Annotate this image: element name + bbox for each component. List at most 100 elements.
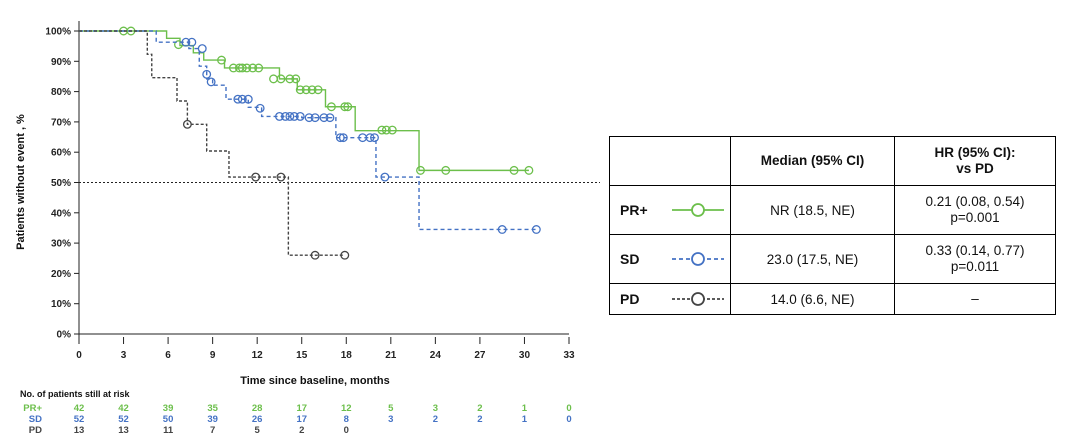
risk-count: 3	[388, 414, 393, 425]
censor-mark	[381, 125, 391, 135]
legend-header-row: Median (95% CI) HR (95% CI): vs PD	[609, 136, 1056, 186]
censor-mark	[370, 133, 379, 143]
censor-mark	[280, 111, 290, 121]
legend-header-hr: HR (95% CI): vs PD	[894, 136, 1056, 186]
censor-mark	[340, 250, 350, 260]
hr-value: 0.21 (0.08, 0.54)	[925, 194, 1025, 209]
censor-mark	[338, 133, 348, 143]
censor-mark	[233, 94, 243, 104]
censor-mark	[269, 74, 278, 84]
y-axis-title: Patients without event , %	[15, 114, 27, 250]
legend-group-label: PD	[620, 291, 640, 307]
y-tick-label: 50%	[51, 178, 71, 189]
censor-mark	[301, 85, 311, 95]
censor-mark	[313, 85, 323, 95]
km-chart: 0%10%20%30%40%50%60%70%80%90%100%0 3 6 9 12 1…	[15, 21, 600, 436]
legend-header-blank	[609, 136, 731, 186]
risk-row-label: PD	[29, 425, 42, 436]
censor-mark	[181, 37, 191, 47]
x-tick-label: 27	[474, 350, 486, 361]
risk-count: 2	[477, 414, 482, 425]
censor-mark	[289, 111, 299, 121]
risk-count: 52	[118, 414, 129, 425]
x-tick-label: 30	[519, 350, 531, 361]
y-tick-label: 10%	[51, 299, 71, 310]
y-tick-label: 80%	[51, 87, 71, 98]
legend-median-sd: 23.0 (17.5, NE)	[730, 234, 895, 284]
risk-count: 26	[252, 414, 263, 425]
legend-header-hr-line: HR (95% CI):	[934, 145, 1016, 160]
legend-group-pr: PR+	[609, 185, 731, 235]
y-tick-label: 100%	[45, 27, 71, 38]
y-tick-label: 30%	[51, 239, 71, 250]
censor-mark	[251, 172, 261, 182]
legend-table: Median (95% CI) HR (95% CI): vs PD PR+ NR…	[609, 136, 1056, 315]
censor-mark	[291, 74, 301, 84]
hr-value: –	[971, 291, 979, 306]
censor-mark	[326, 102, 336, 112]
censor-mark	[531, 225, 541, 234]
censor-mark	[340, 102, 350, 112]
risk-count: 52	[74, 414, 85, 425]
sd-line-marker-icon	[672, 252, 724, 266]
censor-mark	[380, 172, 390, 182]
series-line	[79, 30, 529, 172]
risk-count: 35	[207, 403, 218, 414]
legend-row-pd: PD 14.0 (6.6, NE) –	[609, 283, 1056, 315]
censor-mark	[237, 94, 247, 104]
censor-mark	[310, 250, 320, 260]
censor-mark	[255, 103, 265, 113]
legend-header-median: Median (95% CI)	[730, 136, 895, 186]
censor-mark	[416, 165, 425, 175]
risk-table-title: No. of patients still at risk	[20, 389, 131, 399]
censor-mark	[285, 111, 295, 121]
pd-line-marker-icon	[672, 292, 724, 306]
censor-mark	[206, 77, 216, 87]
risk-count: 8	[344, 414, 349, 425]
censor-mark	[182, 119, 192, 129]
series-sd	[79, 30, 541, 234]
risk-count: 39	[163, 403, 174, 414]
censor-mark	[242, 63, 252, 73]
hr-pvalue: p=0.001	[950, 210, 1000, 225]
y-tick-label: 90%	[51, 57, 71, 68]
censor-mark	[441, 165, 451, 175]
y-tick-label: 60%	[51, 148, 71, 159]
x-axis-title: Time since baseline, months	[240, 375, 390, 387]
legend-group-sd: SD	[609, 234, 731, 284]
censor-mark	[325, 113, 335, 123]
censor-mark	[276, 172, 286, 182]
legend-header-hr-line: vs PD	[956, 161, 994, 176]
risk-count: 42	[118, 403, 129, 414]
risk-count: 3	[433, 403, 438, 414]
risk-count: 17	[296, 414, 307, 425]
risk-count: 50	[163, 414, 174, 425]
hr-value: 0.33 (0.14, 0.77)	[925, 243, 1025, 258]
risk-count: 1	[522, 414, 528, 425]
censor-mark	[202, 69, 212, 79]
y-tick-label: 40%	[51, 208, 71, 219]
pr-line-marker-icon	[672, 203, 724, 217]
risk-row-label: PR+	[23, 403, 42, 414]
censor-mark	[243, 94, 253, 104]
risk-count: 0	[566, 414, 571, 425]
censor-mark	[228, 63, 238, 73]
censor-mark	[307, 85, 317, 95]
censor-mark	[276, 74, 286, 84]
risk-count: 12	[341, 403, 352, 414]
risk-row-label: SD	[29, 414, 42, 425]
censor-mark	[524, 165, 534, 175]
legend-hr-pd: –	[894, 283, 1056, 315]
censor-mark	[248, 63, 258, 73]
risk-count: 17	[296, 403, 307, 414]
censor-mark	[497, 225, 507, 234]
censor-mark	[387, 125, 397, 135]
x-tick-label: 24	[430, 350, 442, 361]
risk-count: 13	[118, 425, 129, 436]
legend-hr-pr: 0.21 (0.08, 0.54) p=0.001	[894, 185, 1056, 235]
censor-mark	[254, 63, 264, 73]
risk-count: 2	[477, 403, 482, 414]
risk-table: PR+ 42 42 39 35 28 17 12 5 3 2 1 0SD 52 52 50 39 26 17 8 3 2 2…	[23, 403, 571, 436]
risk-count: 28	[252, 403, 263, 414]
hr-pvalue: p=0.011	[950, 259, 1000, 274]
